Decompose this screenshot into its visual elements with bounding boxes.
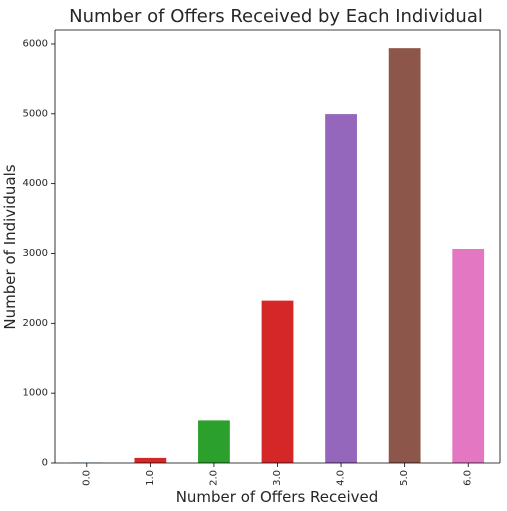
x-tick-label: 0.0 — [81, 470, 92, 486]
x-axis-ticks: 0.0 1.0 2.0 3.0 4.0 5.0 6.0 — [81, 463, 473, 486]
bar-4.0 — [325, 114, 357, 463]
y-tick-label: 0 — [42, 458, 48, 469]
chart-title: Number of Offers Received by Each Indivi… — [69, 6, 483, 27]
bar-1.0 — [134, 458, 166, 463]
x-tick-label: 4.0 — [336, 470, 347, 486]
y-axis-label: Number of Individuals — [1, 164, 19, 329]
y-tick-label: 4000 — [23, 178, 48, 189]
bar-3.0 — [262, 301, 294, 463]
x-tick-label: 3.0 — [272, 470, 283, 486]
y-tick-label: 1000 — [23, 388, 48, 399]
x-tick-label: 1.0 — [145, 470, 156, 486]
y-tick-label: 5000 — [23, 108, 48, 119]
x-axis-label: Number of Offers Received — [176, 488, 379, 506]
x-tick-label: 2.0 — [208, 470, 219, 486]
x-tick-label: 5.0 — [399, 470, 410, 486]
x-tick-label: 6.0 — [463, 470, 474, 486]
bars-group — [71, 48, 484, 463]
y-tick-label: 2000 — [23, 318, 48, 329]
y-tick-label: 3000 — [23, 248, 48, 259]
bar-6.0 — [452, 249, 484, 463]
y-axis-ticks: 0 1000 2000 3000 4000 5000 6000 — [23, 38, 55, 468]
y-tick-label: 6000 — [23, 38, 48, 49]
bar-5.0 — [389, 48, 421, 463]
bar-2.0 — [198, 420, 230, 463]
